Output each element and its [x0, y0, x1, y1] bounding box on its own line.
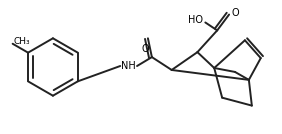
- Text: NH: NH: [121, 61, 136, 71]
- Text: CH₃: CH₃: [14, 37, 30, 46]
- Text: O: O: [141, 44, 149, 54]
- Text: HO: HO: [188, 16, 203, 25]
- Text: O: O: [231, 8, 239, 18]
